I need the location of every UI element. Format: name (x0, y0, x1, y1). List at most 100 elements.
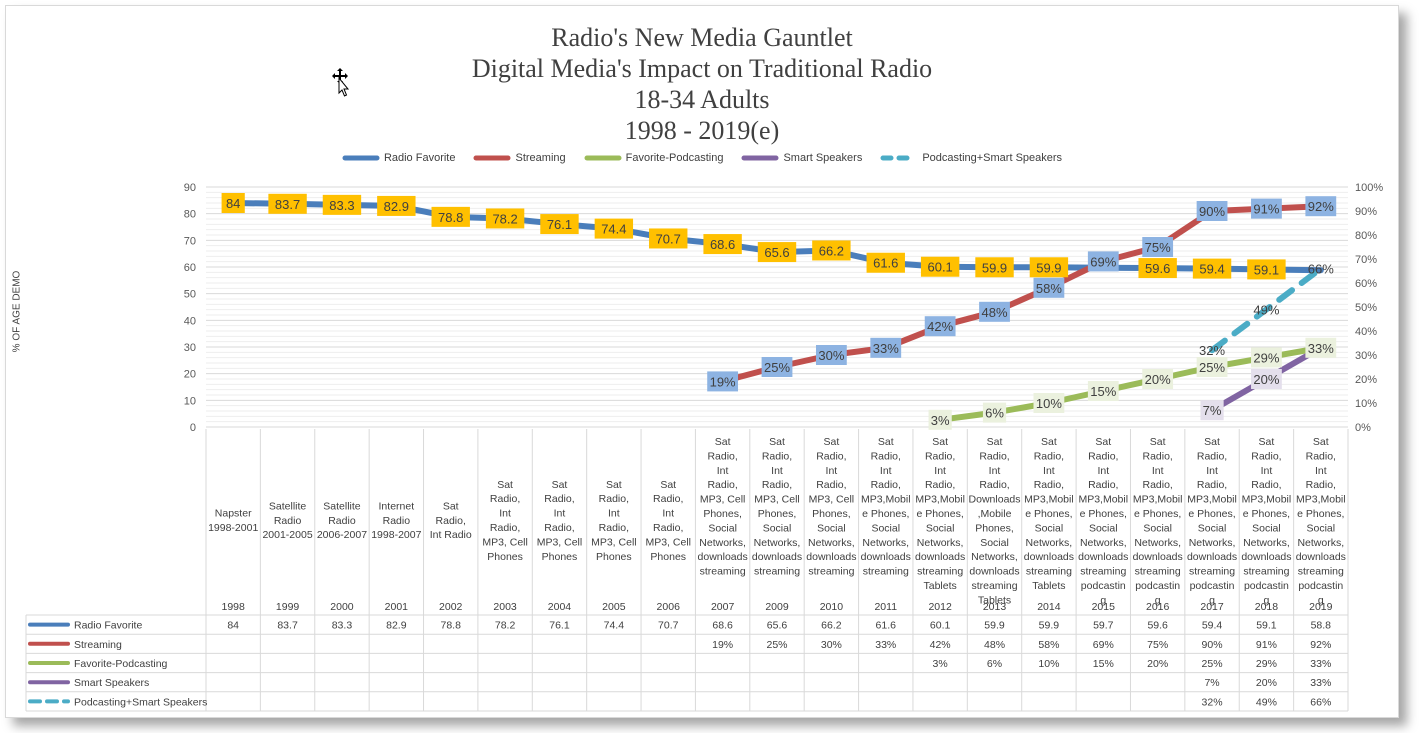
category-label-line: Radio, (1142, 479, 1172, 491)
data-label-box (1196, 201, 1228, 221)
data-label: 70.7 (656, 231, 681, 246)
left-tick-label: 60 (184, 262, 196, 274)
move-cursor-icon (332, 68, 350, 97)
table-cell-value: 25% (1202, 658, 1223, 670)
table-cell-value: 25% (766, 639, 787, 651)
data-label: 33% (873, 341, 899, 356)
left-tick-label: 20 (184, 369, 196, 381)
data-label-box (1033, 277, 1065, 298)
data-label: 30% (818, 348, 844, 363)
category-label-line: Networks, (1243, 537, 1290, 549)
category-label-line: downloads (698, 551, 748, 563)
category-label-line: Sat (878, 436, 894, 448)
left-tick-label: 50 (184, 289, 196, 301)
chart-title: Radio's New Media Gauntlet Digital Media… (6, 22, 1398, 146)
category-label-line: Int (608, 508, 620, 520)
table-cell-value: 65.6 (767, 620, 788, 632)
data-label-box (1142, 369, 1174, 389)
category-label-line: streaming (1298, 566, 1344, 578)
category-label-line: Int (662, 508, 674, 520)
data-label: 42% (927, 319, 953, 334)
data-label: 59.6 (1145, 261, 1170, 276)
year-label: 2014 (1037, 601, 1061, 613)
category-label: Sat Radio, Int Radio, MP3,Mobil e Phones, Soci… (1133, 436, 1183, 606)
category-label: Satellite Radio 2001-2005 (262, 500, 312, 541)
category-label-line: Social (817, 522, 846, 534)
right-tick-label: 50% (1355, 302, 1377, 314)
category-label: Sat Radio, Int Radio, MP3, Cell Phones (482, 479, 528, 563)
data-label: 58% (1036, 281, 1062, 296)
category-label-line: Radio, (925, 479, 955, 491)
data-label-box (870, 337, 902, 358)
title-line-2: Digital Media's Impact on Traditional Ra… (471, 54, 933, 83)
chart-legend: Radio Favorite Streaming Favorite-Podcasti… (6, 152, 1398, 172)
category-label-line: Sat (1313, 436, 1329, 448)
data-label-box (1087, 381, 1119, 401)
data-label-box (1192, 258, 1232, 279)
year-label: 2017 (1200, 601, 1224, 613)
category-label-line: MP3, Cell (700, 494, 746, 506)
table-cell-value: 10% (1038, 658, 1059, 670)
category-label-line: Radio (274, 515, 302, 527)
category-label-line: g (1318, 594, 1324, 606)
right-tick-label: 100% (1355, 182, 1383, 194)
category-label-line: e Phones, (862, 508, 909, 520)
table-cell-value: 74.4 (604, 620, 625, 632)
data-label-box (757, 242, 797, 263)
table-cell-value: 68.6 (712, 620, 733, 632)
category-label: Sat Radio, Int Radio (430, 500, 472, 541)
year-label: 2011 (874, 601, 897, 613)
category-label: Sat Radio, Int Radio, MP3, Cell Phones, Social… (752, 436, 802, 578)
category-label-line: Sat (497, 479, 513, 491)
category-label-line: Int (1097, 465, 1109, 477)
category-label-line: Sat (715, 436, 731, 448)
data-label: 20% (1253, 372, 1279, 387)
year-label: 2000 (330, 601, 354, 613)
data-label: 92% (1308, 199, 1334, 214)
year-label: 2007 (711, 601, 735, 613)
data-label-box (1033, 393, 1065, 413)
table-cell-value: 59.1 (1256, 620, 1277, 632)
data-label-box (979, 301, 1010, 322)
category-label-line: podcastin (1190, 580, 1235, 592)
right-tick-label: 20% (1355, 374, 1377, 386)
legend-swatch (473, 155, 511, 161)
data-label: 59.9 (982, 260, 1007, 275)
data-label-box (431, 206, 470, 227)
table-series-name: Radio Favorite (74, 620, 142, 632)
data-label: 19% (710, 374, 736, 389)
category-label-line: Satellite (323, 500, 361, 512)
data-label-box (815, 345, 847, 365)
title-line-1: Radio's New Media Gauntlet (551, 23, 853, 52)
category-label-line: Social (1143, 522, 1172, 534)
title-line-3: 18-34 Adults (634, 85, 770, 114)
category-label-line: Networks, (1297, 537, 1344, 549)
category-label-line: Int (717, 465, 729, 477)
category-label-line: Radio, (1034, 450, 1064, 462)
data-label: 61.6 (873, 256, 898, 271)
category-label-line: MP3,Mobil (915, 494, 965, 506)
year-label: 2006 (657, 601, 681, 613)
right-tick-label: 40% (1355, 326, 1377, 338)
category-label-line: Radio, (599, 493, 629, 505)
data-label: 82.9 (384, 199, 409, 214)
category-label-line: Napster (215, 508, 252, 520)
data-label: 75% (1145, 240, 1171, 255)
category-label-line: MP3, Cell (809, 494, 855, 506)
category-label-line: Sat (1041, 436, 1057, 448)
data-label-box (1251, 347, 1282, 368)
year-label: 2016 (1146, 601, 1170, 613)
legend-item: Streaming (473, 152, 566, 164)
category-label-line: Social (1198, 522, 1227, 534)
category-label-line: downloads (969, 566, 1019, 578)
legend-label: Smart Speakers (783, 152, 863, 165)
category-label-line: Radio, (544, 493, 574, 505)
data-label: 32% (1199, 343, 1225, 358)
category-label-line: Radio, (653, 522, 683, 534)
category-label: Sat Radio, Int Radio, MP3,Mobil e Phones, Soci… (1296, 436, 1346, 606)
category-label-line: MP3,Mobil (1024, 494, 1074, 506)
category-label-line: MP3, Cell (754, 494, 800, 506)
right-tick-label: 60% (1355, 278, 1377, 290)
table-cell-value: 66.2 (821, 620, 842, 632)
legend-label: Radio Favorite (383, 152, 456, 165)
